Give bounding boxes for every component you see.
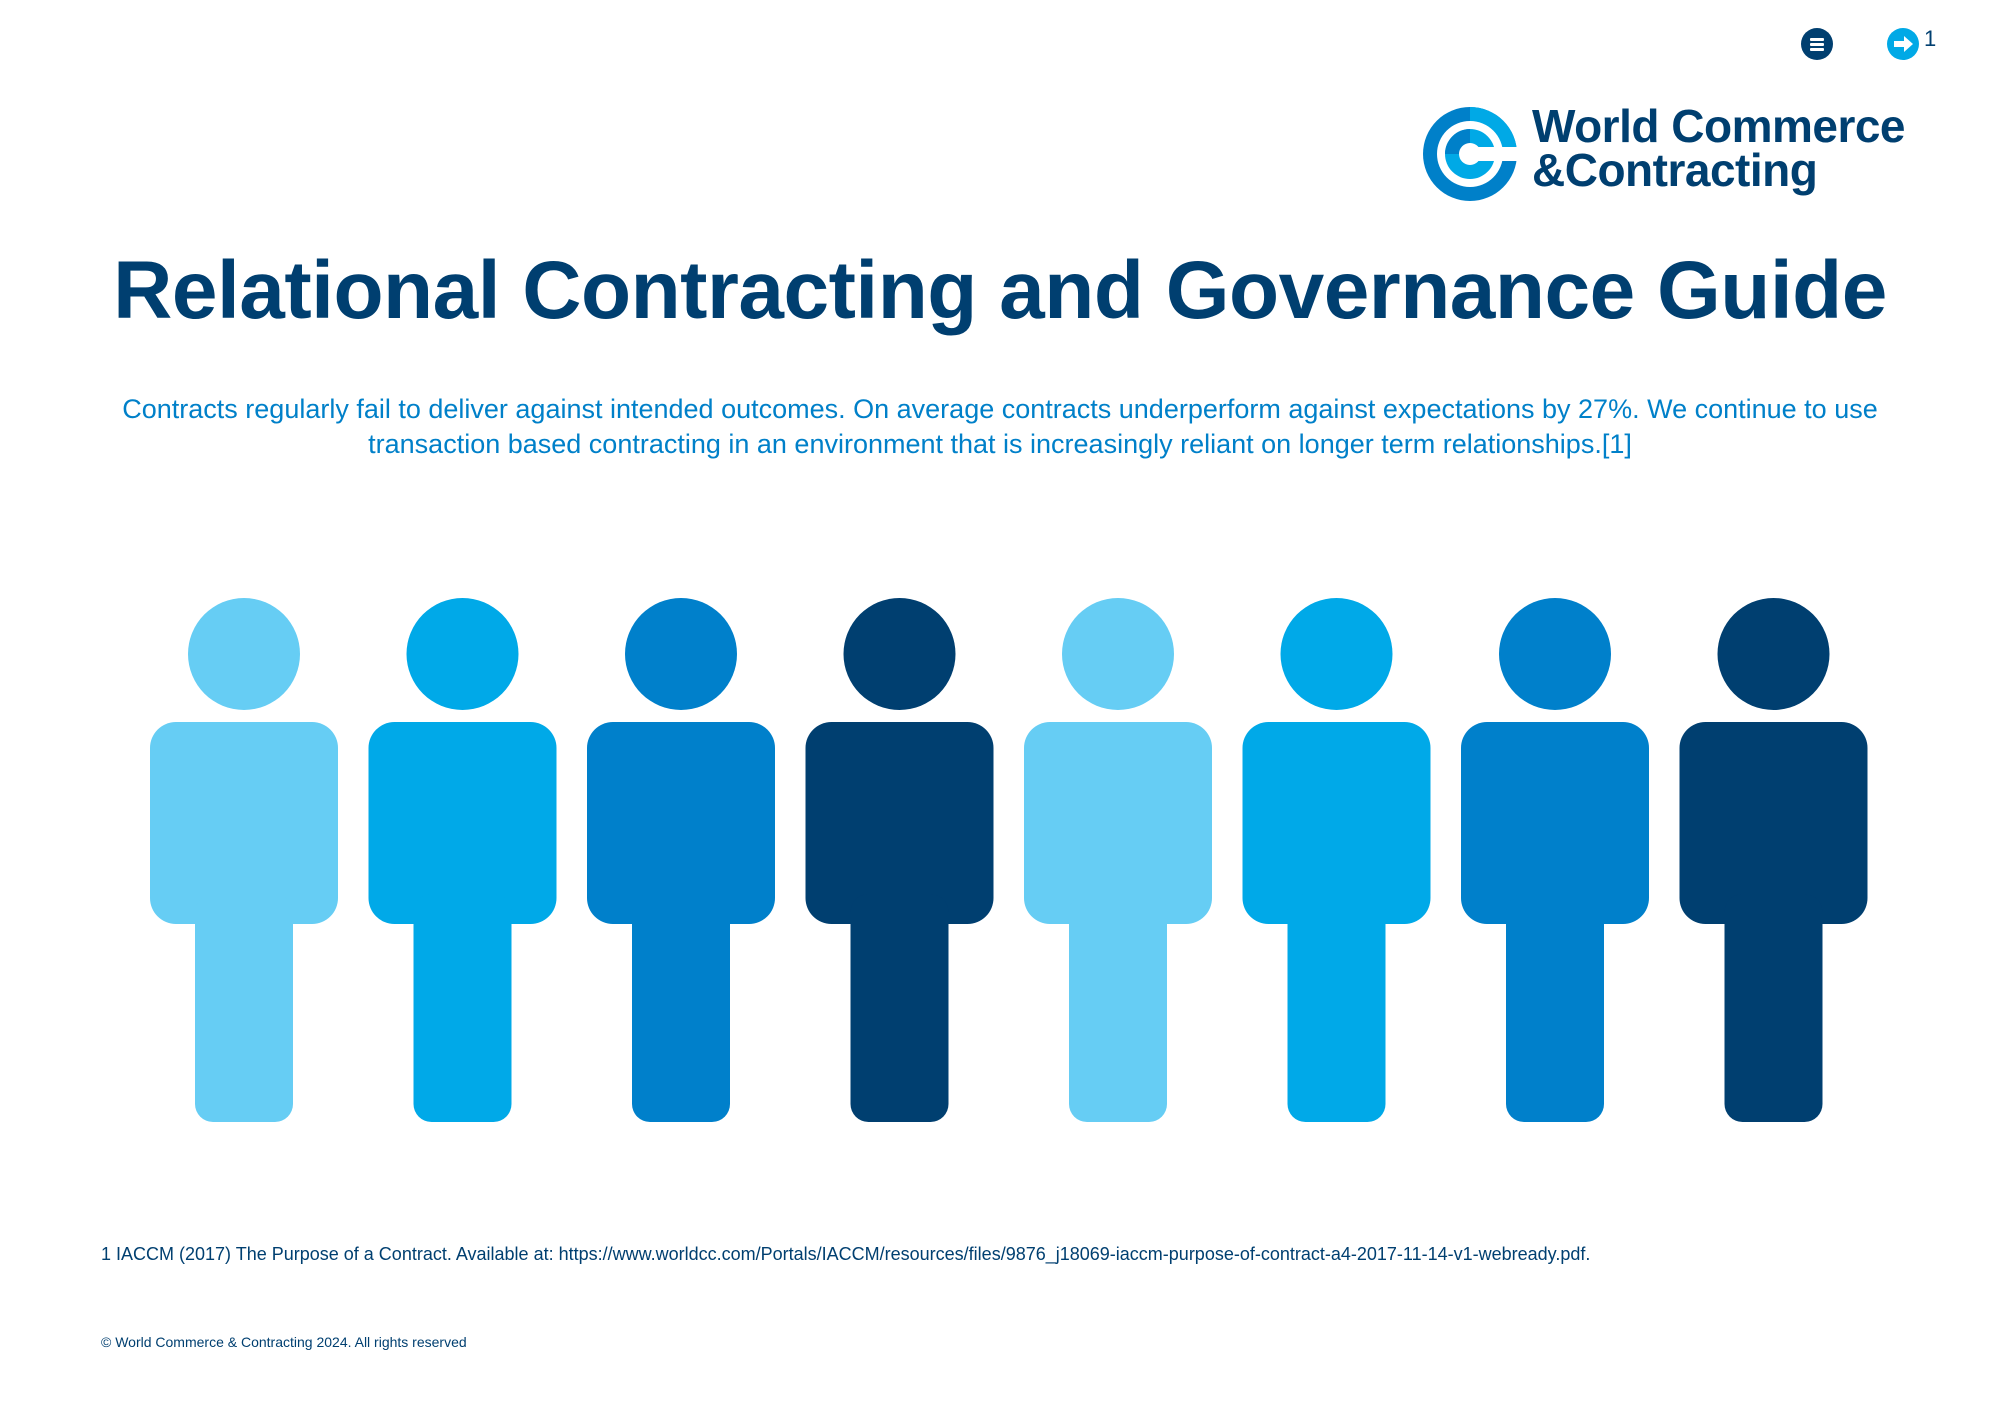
person-icon: [1024, 598, 1212, 1122]
page-title: Relational Contracting and Governance Gu…: [113, 245, 1887, 336]
world-commerce-contracting-logo: World Commerce &Contracting: [1420, 100, 1920, 210]
footnote: 1 IACCM (2017) The Purpose of a Contract…: [101, 1244, 1591, 1264]
person-icon: [587, 598, 775, 1122]
intro-paragraph: Contracts regularly fail to deliver agai…: [122, 394, 1878, 459]
logo-mark-icon: [1423, 107, 1520, 201]
person-icon: [368, 598, 557, 1122]
page-number: 1: [1924, 26, 1937, 51]
logo-line-2: &Contracting: [1532, 144, 1818, 196]
menu-icon[interactable]: [1801, 28, 1833, 60]
person-icon: [1461, 598, 1649, 1122]
arrow-right-icon[interactable]: [1887, 28, 1919, 60]
person-icon: [1679, 598, 1868, 1122]
person-icon: [1242, 598, 1431, 1122]
logo-line-1: World Commerce: [1532, 100, 1906, 152]
person-icon: [805, 598, 994, 1122]
person-icon: [150, 598, 338, 1122]
copyright: © World Commerce & Contracting 2024. All…: [101, 1334, 467, 1350]
people-illustration: [150, 598, 1868, 1122]
